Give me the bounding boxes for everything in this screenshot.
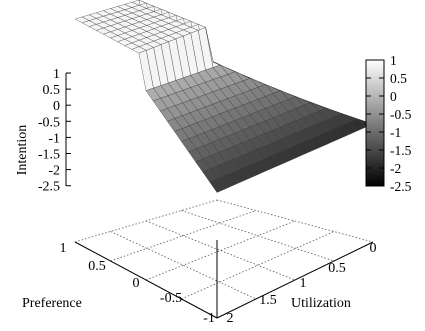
y-tick-label: 0.5 [328,261,346,276]
floor-grid-line [110,231,257,300]
x-tick-label: 0 [133,276,140,291]
z-axis-ticks: 10.50-0.5-1 -1.5-2-2.5 [38,67,71,195]
y-axis-line [216,241,374,319]
y-axis-label: Utilization [291,296,351,311]
floor-grid-line [181,210,335,262]
y-tick-label: 1 [300,276,307,291]
z-tick-label: 0.5 [43,83,61,98]
z-tick-label: 0 [53,99,60,114]
z-tick-label: -2 [48,164,60,179]
colorbar-tick-label: -1 [390,125,401,140]
z-tick-label: -1.5 [38,148,60,163]
colorbar-tick-label: -0.5 [390,107,412,122]
colorbar-tick-label: -1.5 [390,143,412,158]
z-tick-label: 1 [53,67,60,82]
x-axis-ticks: 1 0.5 0 -0.5 -1 [60,241,215,326]
y-axis-ticks: 0 0.5 1 1.5 2 [227,241,377,326]
y-tick-label: 2 [227,311,234,326]
x-axis-label: Preference [22,296,82,311]
colorbar-tick-label: 1 [390,53,397,68]
y-tick-label: 0 [370,241,377,256]
surface-mesh [74,0,374,193]
colorbar-gradient [365,59,385,187]
colorbar-tick-label: 0 [390,89,397,104]
floor-grid-line [145,220,296,281]
z-tick-label: -1 [48,131,60,146]
colorbar-tick-label: -2 [390,161,401,176]
floor-grid-line [145,220,296,281]
x-tick-label: -1 [203,311,215,326]
x-tick-label: 0.5 [88,259,106,274]
x-tick-label: -0.5 [160,291,182,306]
y-tick-label: 1.5 [259,293,277,308]
x-axis-line [74,241,218,319]
z-tick-label: -0.5 [38,115,60,130]
x-tick-label: 1 [60,241,67,256]
floor-grid-line [110,210,257,262]
z-axis-label: Intention [15,125,30,176]
colorbar-tick-label: 0.5 [390,71,407,86]
colorbar [365,59,385,187]
colorbar-ticks: 1 0.5 0 -0.5 -1 -1.5 -2 -2.5 [366,53,412,194]
colorbar-tick-label: -2.5 [390,179,412,194]
z-tick-label: -2.5 [38,180,60,195]
floor-grid-line [216,199,374,243]
axes [65,73,374,319]
